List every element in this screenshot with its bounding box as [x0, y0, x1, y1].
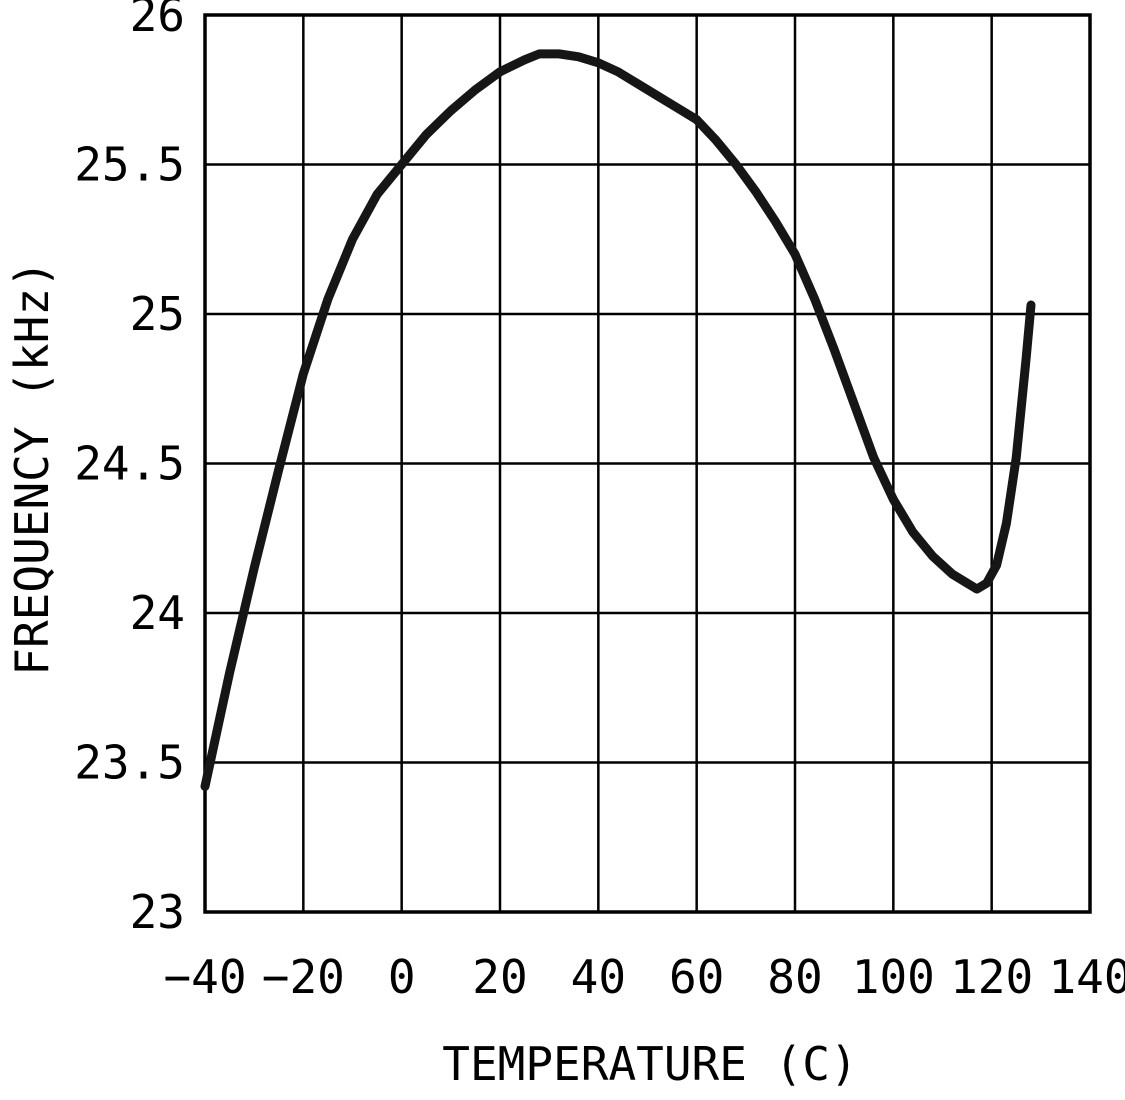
- y-tick-label: 25.5: [74, 138, 185, 192]
- y-tick-label: 24.5: [74, 437, 185, 491]
- x-tick-label: 140: [1048, 950, 1125, 1004]
- y-tick-label: 24: [130, 586, 185, 640]
- x-tick-label: 120: [950, 950, 1033, 1004]
- x-tick-label: 100: [852, 950, 935, 1004]
- x-tick-label: 40: [571, 950, 626, 1004]
- x-tick-label: −40: [163, 950, 246, 1004]
- y-tick-label: 23.5: [74, 736, 185, 790]
- y-tick-label: 25: [130, 287, 185, 341]
- y-tick-label: 23: [130, 885, 185, 939]
- x-tick-label: 20: [472, 950, 527, 1004]
- y-axis-title: FREQUENCY (kHz): [5, 260, 59, 675]
- frequency-curve: [200, 49, 1036, 791]
- y-tick-label: 26: [130, 0, 185, 42]
- series-layer: [200, 49, 1036, 791]
- x-axis-title: TEMPERATURE (C): [442, 1037, 857, 1091]
- x-tick-label: 0: [388, 950, 416, 1004]
- grid-layer: [203, 13, 1092, 914]
- plot-border: [203, 13, 1092, 914]
- x-tick-label: 60: [669, 950, 724, 1004]
- tick-labels: −40 −20 0 20 40 60 80 100 120 140 23 23.5 24 24.5 25 25…: [74, 0, 1125, 1004]
- x-tick-label: 80: [767, 950, 822, 1004]
- x-tick-label: −20: [262, 950, 345, 1004]
